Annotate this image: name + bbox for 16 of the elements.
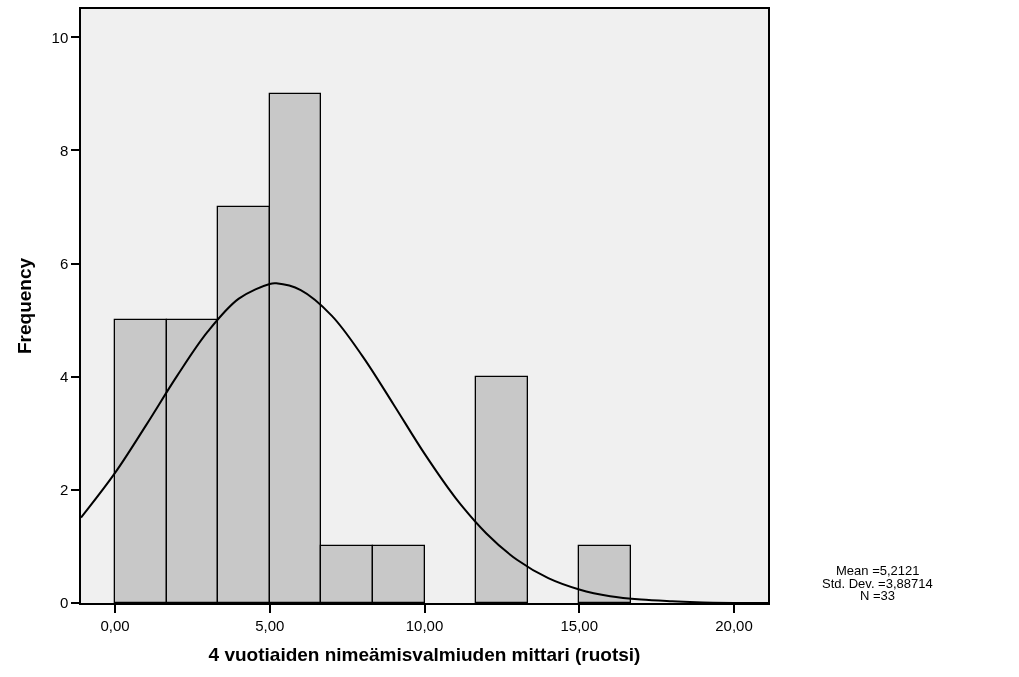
x-tick-label: 15,00 — [560, 616, 598, 634]
y-tick-label: 6 — [59, 254, 69, 272]
x-tick-label: 5,00 — [255, 616, 285, 634]
text: N =33 — [860, 588, 896, 603]
y-axis-title: Frequency — [13, 257, 35, 355]
x-axis-title: 4 vuotiaiden nimeämisvalmiuden mittari (ruotsi) — [208, 644, 641, 666]
y-tick-label: 10 — [51, 28, 69, 46]
text: Mean =5,2121 — [836, 563, 920, 578]
x-tick-label: 0,00 — [100, 616, 130, 634]
x-tick-label: 20,00 — [715, 616, 753, 634]
text: Std. Dev. =3,88714 — [822, 576, 933, 591]
y-tick-label: 4 — [59, 367, 69, 385]
x-tick-label: 10,00 — [405, 616, 444, 634]
y-tick-label: 8 — [59, 141, 69, 159]
y-tick-label: 2 — [59, 481, 69, 499]
y-tick-label: 0 — [59, 594, 69, 612]
